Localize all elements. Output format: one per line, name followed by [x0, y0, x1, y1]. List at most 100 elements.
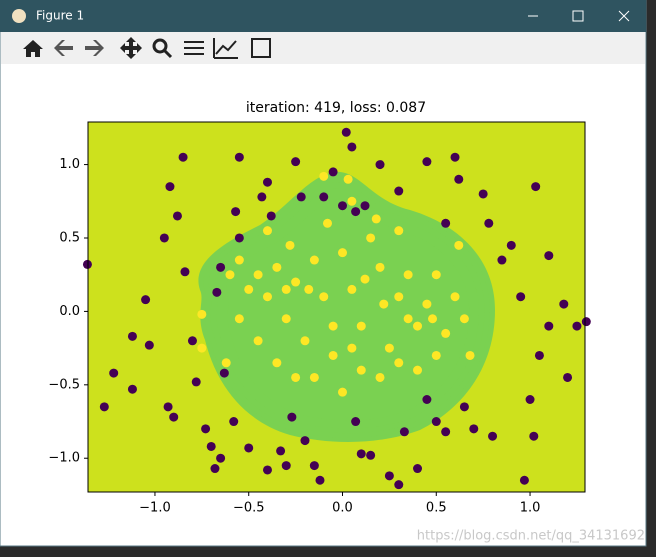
point: [347, 142, 357, 152]
axes-frame: [87, 121, 586, 493]
point: [201, 424, 211, 434]
toolbar-icons: [23, 37, 271, 59]
point: [163, 402, 173, 412]
point: [431, 417, 441, 427]
x-tick-label: −0.5: [233, 501, 265, 516]
point: [319, 292, 329, 302]
point: [262, 177, 272, 187]
y-tick-label: 1.0: [59, 157, 80, 172]
point: [197, 309, 207, 319]
point: [459, 402, 469, 412]
point: [99, 402, 109, 412]
point: [266, 211, 276, 221]
point: [291, 277, 301, 287]
configure-button[interactable]: [184, 41, 204, 55]
point: [309, 461, 319, 471]
point: [231, 207, 241, 217]
point: [366, 233, 376, 243]
point: [262, 465, 272, 475]
point: [328, 350, 338, 360]
zoom-button[interactable]: [152, 38, 168, 54]
maximize[interactable]: [572, 10, 584, 22]
point: [309, 372, 319, 382]
point: [272, 358, 282, 368]
point: [328, 167, 338, 177]
point: [206, 441, 216, 451]
point: [484, 218, 494, 228]
point: [159, 233, 169, 243]
point: [291, 372, 301, 382]
point: [478, 189, 488, 199]
edit-button[interactable]: [213, 38, 238, 59]
point: [322, 218, 332, 228]
zoom-handle: [162, 48, 173, 59]
point: [559, 299, 569, 309]
point: [422, 157, 432, 167]
point: [212, 287, 222, 297]
point: [454, 240, 464, 250]
point: [394, 358, 404, 368]
point: [197, 343, 207, 353]
point: [360, 274, 370, 284]
y-tick-label: 0.0: [59, 304, 80, 319]
point: [191, 377, 201, 387]
point: [572, 321, 582, 331]
point: [144, 340, 154, 350]
point: [360, 201, 370, 211]
point: [253, 270, 263, 280]
point: [221, 358, 231, 368]
point: [351, 417, 361, 427]
point: [431, 270, 441, 280]
point: [375, 262, 385, 272]
x-tick-label: 0.5: [426, 501, 447, 516]
point: [172, 211, 182, 221]
point: [109, 368, 119, 378]
point: [253, 336, 263, 346]
point: [262, 226, 272, 236]
point: [441, 328, 451, 338]
point: [413, 321, 423, 331]
point: [169, 412, 179, 422]
forward-button[interactable]: [85, 40, 104, 56]
point: [375, 372, 385, 382]
point: [262, 292, 272, 302]
contour: [198, 171, 495, 442]
point: [347, 196, 357, 206]
point: [225, 270, 235, 280]
point: [544, 321, 554, 331]
chart-title: iteration: 419, loss: 0.087: [246, 100, 426, 116]
point: [300, 336, 310, 346]
point: [356, 449, 366, 459]
point: [534, 350, 544, 360]
point: [287, 412, 297, 422]
point: [234, 233, 244, 243]
point: [180, 267, 190, 277]
point: [516, 292, 526, 302]
point: [529, 431, 539, 441]
point: [422, 299, 432, 309]
pan-button[interactable]: [120, 37, 142, 59]
title-bar: [0, 0, 646, 32]
x-tick-label: −1.0: [139, 501, 171, 516]
point: [229, 417, 239, 427]
point: [187, 336, 197, 346]
y-tick-label: −0.5: [48, 377, 80, 392]
point: [431, 350, 441, 360]
close[interactable]: [618, 10, 630, 22]
point: [328, 321, 338, 331]
point: [428, 314, 438, 324]
point: [544, 251, 554, 261]
point: [338, 248, 348, 258]
point: [469, 424, 479, 434]
point: [309, 255, 319, 265]
point: [441, 427, 451, 437]
point: [319, 192, 329, 202]
home-button[interactable]: [23, 40, 43, 57]
point: [450, 292, 460, 302]
point: [441, 218, 451, 228]
back-button[interactable]: [54, 40, 73, 56]
point: [531, 182, 541, 192]
point: [450, 152, 460, 162]
point: [375, 160, 385, 170]
save-button[interactable]: [251, 38, 271, 58]
